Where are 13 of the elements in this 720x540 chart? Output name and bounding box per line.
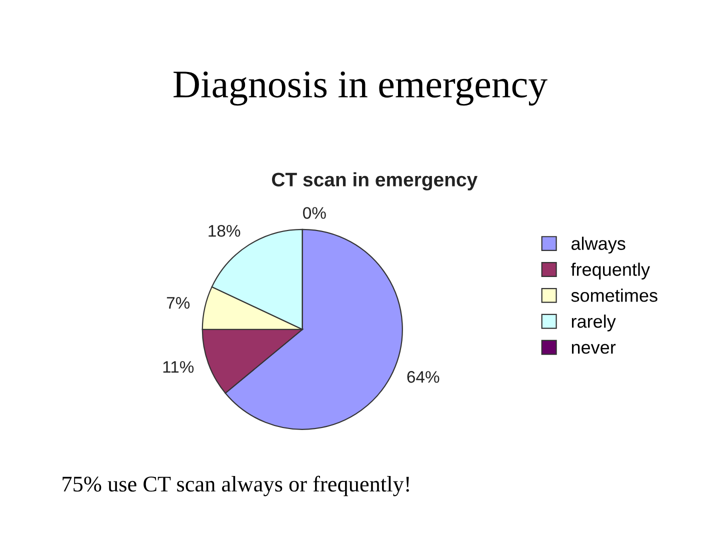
legend-label: rarely bbox=[572, 314, 616, 332]
text: 0% bbox=[303, 207, 326, 219]
chart-title: Diagnosis in emergency bbox=[174, 71, 548, 106]
legend-label: always bbox=[572, 236, 626, 254]
text: 75% use CT scan always or frequently! bbox=[62, 476, 409, 496]
chart-subtitle: CT scan in emergency bbox=[272, 172, 478, 190]
data-label: 18% bbox=[208, 224, 240, 237]
data-label: 64% bbox=[407, 371, 440, 383]
data-label: 11% bbox=[163, 361, 194, 373]
legend-label: frequently bbox=[570, 262, 650, 280]
data-label: 7% bbox=[166, 297, 190, 309]
legend-label: sometimes bbox=[571, 288, 658, 302]
legend-label: never bbox=[572, 344, 616, 354]
